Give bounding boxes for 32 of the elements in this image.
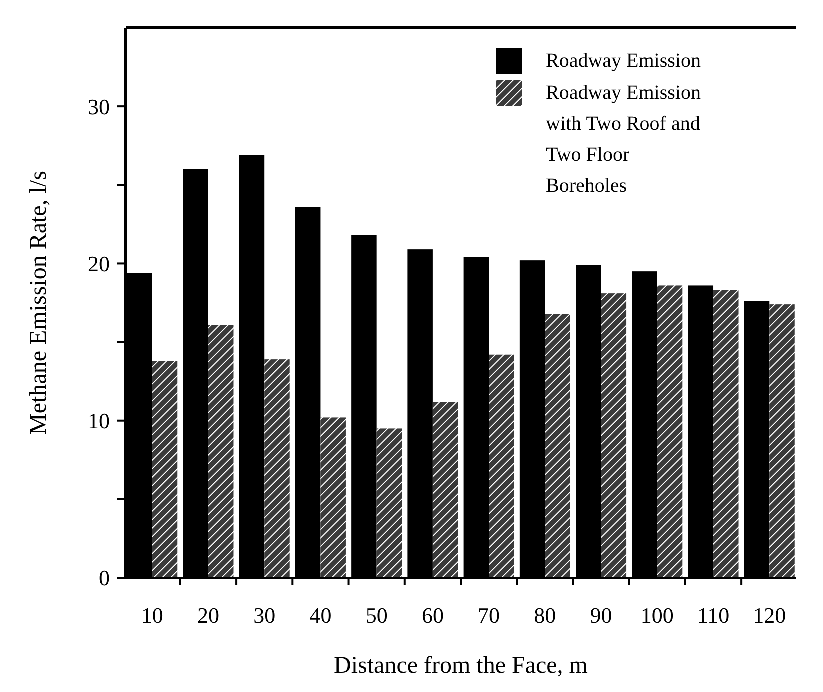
bar <box>657 286 683 578</box>
bar <box>376 428 402 578</box>
bar <box>208 325 234 578</box>
legend-label: Roadway Emission with Two Roof and Two Floor Boreholes <box>546 82 701 197</box>
x-tick-label: 30 <box>254 603 276 628</box>
bar <box>714 290 739 578</box>
bar <box>264 360 290 578</box>
bar <box>320 418 346 578</box>
x-tick-label: 40 <box>310 603 332 628</box>
x-tick-label: 120 <box>753 603 786 628</box>
bar <box>432 402 458 578</box>
bar <box>545 314 570 578</box>
x-tick-label: 90 <box>590 603 612 628</box>
legend-label: Roadway Emission <box>546 50 701 72</box>
x-tick-label: 20 <box>197 603 220 628</box>
x-tick-label: 50 <box>366 603 388 628</box>
bar <box>770 304 795 578</box>
y-tick-label: 0 <box>99 566 110 591</box>
y-tick-label: 20 <box>88 251 110 276</box>
x-tick-label: 80 <box>534 603 556 628</box>
x-tick-label: 70 <box>478 603 500 628</box>
bar <box>489 354 514 578</box>
y-tick-label: 10 <box>88 408 110 434</box>
bar <box>601 294 627 578</box>
y-axis-title: Methane Emission Rate, l/s <box>26 171 52 435</box>
x-axis-title: Distance from the Face, m <box>334 653 588 679</box>
x-tick-label: 100 <box>640 603 674 628</box>
x-tick-label: 110 <box>697 603 730 628</box>
x-tick-label: 10 <box>141 603 164 628</box>
x-tick-label: 60 <box>422 603 444 628</box>
bar <box>152 361 178 578</box>
y-tick-label: 30 <box>88 94 110 120</box>
